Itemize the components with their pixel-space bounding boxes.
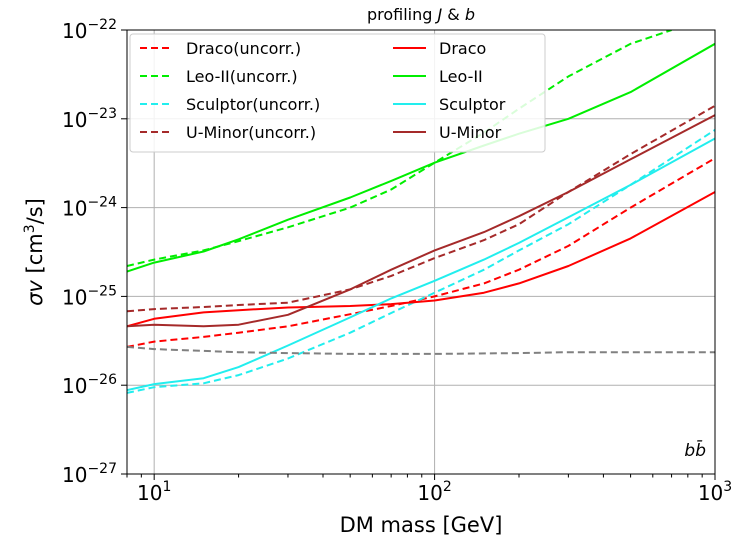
legend-label: Draco <box>439 39 486 58</box>
y-tick-label: 10−26 <box>62 372 117 398</box>
x-tick-label: 101 <box>137 479 171 505</box>
chart-title: profiling J & b <box>367 5 475 24</box>
legend-label: Leo-II <box>439 67 483 86</box>
x-tick-label: 102 <box>417 479 451 505</box>
series-line-u-minor <box>127 114 715 328</box>
series-layer <box>127 30 715 394</box>
y-tick-label: 10−25 <box>62 283 117 309</box>
legend-label: Sculptor(uncorr.) <box>186 95 320 114</box>
y-tick-label: 10−23 <box>62 106 117 132</box>
legend-label: U-Minor <box>439 123 502 142</box>
y-tick-label: 10−27 <box>62 461 117 487</box>
series-line-sculptor-uncorr <box>127 129 715 394</box>
series-line-reference <box>127 345 715 355</box>
legend: Draco(uncorr.) Leo-II(uncorr.) Sculptor(un… <box>129 33 546 153</box>
y-axis-label: σv [cm3/s] <box>22 198 47 306</box>
legend-label: Sculptor <box>439 95 506 114</box>
annotation-bbbar: bb̄ <box>684 439 706 461</box>
x-axis-label: DM mass [GeV] <box>340 513 503 537</box>
y-tick-label: 10−22 <box>62 17 117 43</box>
series-line-leo-ii <box>127 42 715 273</box>
ticks: 101 102 103 10−27 10−26 10−25 10−24 10−23 10−22 <box>62 17 732 505</box>
plot-frame <box>126 29 716 475</box>
series-line-draco <box>127 191 715 328</box>
series-line-leo-ii-uncorr <box>127 30 672 267</box>
legend-box <box>129 33 546 153</box>
legend-label: Leo-II(uncorr.) <box>186 67 298 86</box>
series-line-sculptor <box>127 137 715 392</box>
x-tick-label: 103 <box>698 479 732 505</box>
y-tick-label: 10−24 <box>62 195 117 221</box>
series-line-draco-uncorr <box>127 157 715 348</box>
legend-label: U-Minor(uncorr.) <box>186 123 316 142</box>
legend-label: Draco(uncorr.) <box>186 39 301 58</box>
